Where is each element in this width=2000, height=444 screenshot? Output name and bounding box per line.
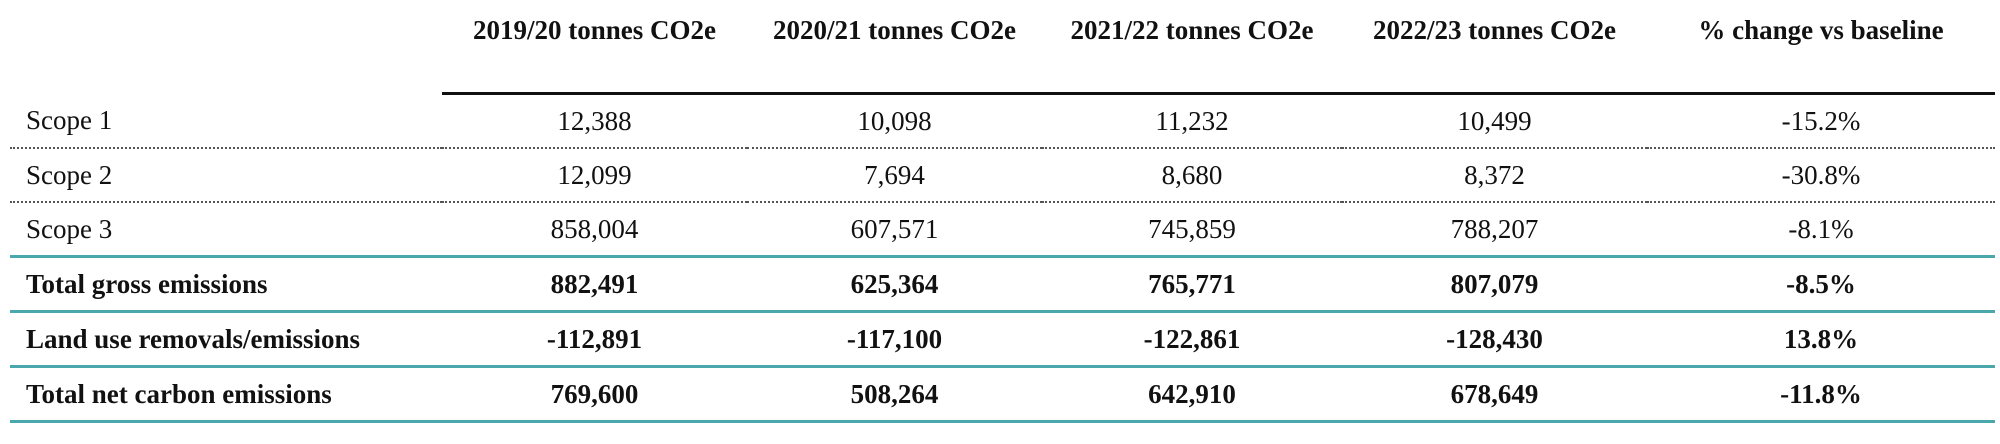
- table-cell: 625,364: [747, 256, 1042, 313]
- row-label: Scope 2: [10, 148, 442, 203]
- table-cell: -122,861: [1042, 311, 1342, 368]
- table-cell: 508,264: [747, 366, 1042, 423]
- table-cell: -8.5%: [1647, 256, 1995, 313]
- table-cell: 11,232: [1042, 93, 1342, 149]
- table-cell: -11.8%: [1647, 366, 1995, 423]
- header-cell-percent-change: % change vs baseline: [1647, 8, 1995, 95]
- table-cell: 745,859: [1042, 202, 1342, 258]
- table-row-scope-1: Scope 1 12,388 10,098 11,232 10,499 -15.…: [10, 93, 1995, 149]
- table-cell: 7,694: [747, 148, 1042, 203]
- table-cell: -128,430: [1342, 311, 1647, 368]
- table-cell: 12,099: [442, 148, 747, 203]
- row-label: Total gross emissions: [10, 256, 442, 313]
- table-cell: 678,649: [1342, 366, 1647, 423]
- table-row-scope-3: Scope 3 858,004 607,571 745,859 788,207 …: [10, 202, 1995, 258]
- table-cell: 8,680: [1042, 148, 1342, 203]
- row-label: Land use removals/emissions: [10, 311, 442, 368]
- table-header-row: 2019/20 tonnes CO2e 2020/21 tonnes CO2e …: [10, 8, 1995, 95]
- row-label: Scope 3: [10, 202, 442, 258]
- table-row-scope-2: Scope 2 12,099 7,694 8,680 8,372 -30.8%: [10, 148, 1995, 203]
- header-cell-2019-20: 2019/20 tonnes CO2e: [442, 8, 747, 95]
- table-cell: 13.8%: [1647, 311, 1995, 368]
- table-row-total-net: Total net carbon emissions 769,600 508,2…: [10, 366, 1995, 423]
- table-cell: 769,600: [442, 366, 747, 423]
- table-cell: 607,571: [747, 202, 1042, 258]
- table-cell: 8,372: [1342, 148, 1647, 203]
- table-cell: 765,771: [1042, 256, 1342, 313]
- row-label: Total net carbon emissions: [10, 366, 442, 423]
- table-cell: 807,079: [1342, 256, 1647, 313]
- table-cell: -117,100: [747, 311, 1042, 368]
- table-cell: 10,098: [747, 93, 1042, 149]
- table-cell: -15.2%: [1647, 93, 1995, 149]
- table-cell: -8.1%: [1647, 202, 1995, 258]
- header-cell-2020-21: 2020/21 tonnes CO2e: [747, 8, 1042, 95]
- header-cell-label: [10, 8, 442, 94]
- table-cell: 10,499: [1342, 93, 1647, 149]
- table-cell: 882,491: [442, 256, 747, 313]
- table-cell: -30.8%: [1647, 148, 1995, 203]
- header-cell-2022-23: 2022/23 tonnes CO2e: [1342, 8, 1647, 95]
- table-cell: -112,891: [442, 311, 747, 368]
- header-cell-2021-22: 2021/22 tonnes CO2e: [1042, 8, 1342, 95]
- emissions-table: 2019/20 tonnes CO2e 2020/21 tonnes CO2e …: [10, 8, 1995, 423]
- table-cell: 788,207: [1342, 202, 1647, 258]
- table-cell: 642,910: [1042, 366, 1342, 423]
- table-row-total-gross: Total gross emissions 882,491 625,364 76…: [10, 256, 1995, 313]
- table-cell: 858,004: [442, 202, 747, 258]
- table-row-land-use: Land use removals/emissions -112,891 -11…: [10, 311, 1995, 368]
- table-cell: 12,388: [442, 93, 747, 149]
- row-label: Scope 1: [10, 93, 442, 149]
